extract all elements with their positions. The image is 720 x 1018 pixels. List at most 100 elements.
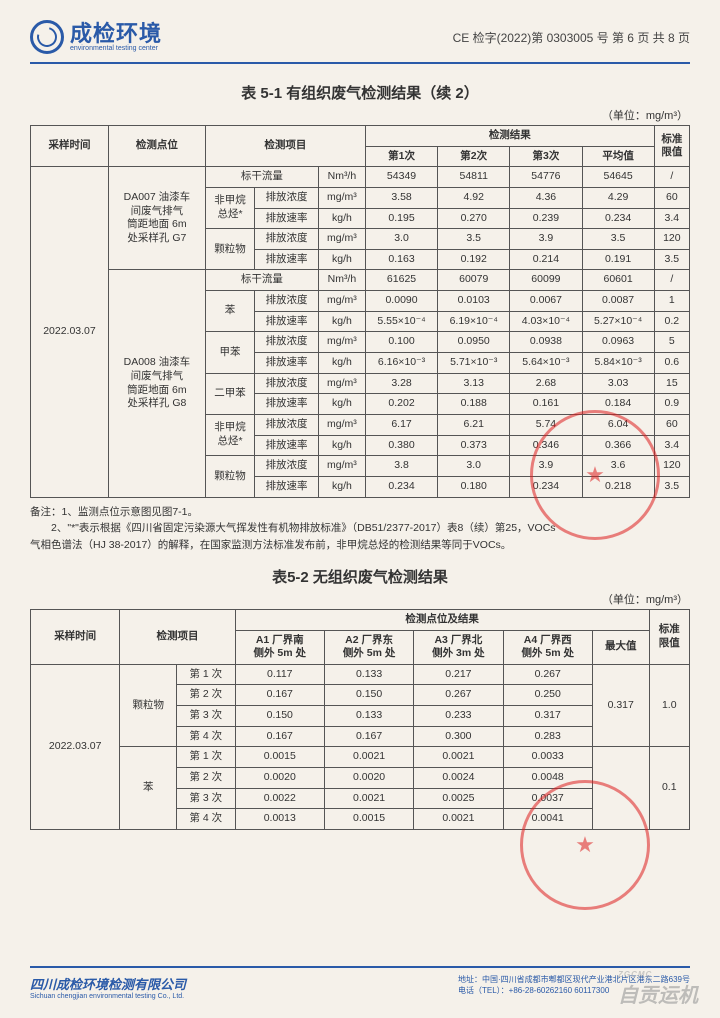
th-r1: 第1次 <box>365 146 437 167</box>
table-cell: 5.84×10⁻³ <box>582 353 654 374</box>
table-cell: 0.346 <box>510 435 582 456</box>
th-loc: 检测点位 <box>108 126 205 167</box>
cell-unit: mg/m³ <box>318 373 365 394</box>
table-cell: / <box>654 167 689 188</box>
table-cell: 120 <box>654 456 689 477</box>
table-cell: 0.0090 <box>365 291 437 312</box>
table-cell: 5.64×10⁻³ <box>510 353 582 374</box>
table-cell: 4.03×10⁻⁴ <box>510 311 582 332</box>
table-cell: 6.19×10⁻⁴ <box>438 311 510 332</box>
table-cell: 0.267 <box>414 685 503 706</box>
table-cell: 0.0015 <box>324 809 413 830</box>
table-cell: 0.133 <box>324 706 413 727</box>
table-cell: 3.4 <box>654 435 689 456</box>
table-cell: 3.13 <box>438 373 510 394</box>
cell-max: 0.317 <box>592 664 649 747</box>
cell-run: 第 4 次 <box>177 809 236 830</box>
cell-run: 第 3 次 <box>177 706 236 727</box>
table-cell: 0.150 <box>324 685 413 706</box>
table-cell: 2.68 <box>510 373 582 394</box>
cell-item: 非甲烷 总烃* <box>205 187 254 228</box>
table-cell: 0.218 <box>582 476 654 497</box>
table-cell: 60079 <box>438 270 510 291</box>
cell-item: 颗粒物 <box>120 664 177 747</box>
table-cell: 0.0021 <box>414 747 503 768</box>
cell-unit: kg/h <box>318 311 365 332</box>
th-a2: A2 厂界东 侧外 5m 处 <box>324 630 413 664</box>
cell-unit: mg/m³ <box>318 414 365 435</box>
th-r2: 第2次 <box>438 146 510 167</box>
document-id: CE 检字(2022)第 0303005 号 第 6 页 共 8 页 <box>453 29 690 46</box>
table-cell: 60601 <box>582 270 654 291</box>
cell-sub: 排放速率 <box>255 249 319 270</box>
cell-item: 标干流量 <box>205 270 318 291</box>
cell-sub: 排放速率 <box>255 208 319 229</box>
table-cell: 5.27×10⁻⁴ <box>582 311 654 332</box>
notes-block: 备注：1、监测点位示意图见图7-1。 2、"*"表示根据《四川省固定污染源大气挥… <box>30 504 690 554</box>
table-cell: 5.74 <box>510 414 582 435</box>
table-cell: 0.184 <box>582 394 654 415</box>
table-cell: 0.0020 <box>235 768 324 789</box>
cell-item: 标干流量 <box>205 167 318 188</box>
table-cell: 0.0103 <box>438 291 510 312</box>
cell-max <box>592 747 649 830</box>
page-footer: 四川成检环境检测有限公司 Sichuan chengjian environme… <box>30 966 690 1000</box>
logo-text-en: environmental testing center <box>70 45 162 52</box>
cell-unit: kg/h <box>318 394 365 415</box>
table-cell: 3.4 <box>654 208 689 229</box>
table-cell: 0.0024 <box>414 768 503 789</box>
footer-company-cn: 四川成检环境检测有限公司 <box>30 974 186 993</box>
table-cell: 54645 <box>582 167 654 188</box>
table1: 采样时间 检测点位 检测项目 检测结果 标准 限值 第1次 第2次 第3次 平均… <box>30 125 690 498</box>
cell-sub: 排放浓度 <box>255 291 319 312</box>
cell-loc2: DA008 油漆车 间废气排气 筒距地面 6m 处采样孔 G8 <box>108 270 205 497</box>
table-cell: 5.71×10⁻³ <box>438 353 510 374</box>
cell-item: 苯 <box>205 291 254 332</box>
table-cell: 54811 <box>438 167 510 188</box>
table-cell: 3.03 <box>582 373 654 394</box>
table-cell: / <box>654 270 689 291</box>
table-cell: 3.6 <box>582 456 654 477</box>
cell-date: 2022.03.07 <box>31 664 120 829</box>
table-cell: 3.9 <box>510 456 582 477</box>
table-cell: 4.36 <box>510 187 582 208</box>
table-cell: 0.0013 <box>235 809 324 830</box>
table-cell: 0.117 <box>235 664 324 685</box>
table2-title: 表5-2 无组织废气检测结果 <box>30 566 690 587</box>
table-cell: 0.0021 <box>324 747 413 768</box>
cell-unit: mg/m³ <box>318 229 365 250</box>
table-cell: 0.300 <box>414 726 503 747</box>
logo-block: 成检环境 environmental testing center <box>30 20 162 54</box>
cell-sub: 排放浓度 <box>255 187 319 208</box>
table-cell: 54349 <box>365 167 437 188</box>
th-item: 检测项目 <box>120 609 235 664</box>
table-cell: 0.161 <box>510 394 582 415</box>
cell-item: 颗粒物 <box>205 229 254 270</box>
table-cell: 6.16×10⁻³ <box>365 353 437 374</box>
th-a1: A1 厂界南 侧外 5m 处 <box>235 630 324 664</box>
table-cell: 1 <box>654 291 689 312</box>
th-results: 检测点位及结果 <box>235 609 649 630</box>
cell-item: 二甲苯 <box>205 373 254 414</box>
th-r3: 第3次 <box>510 146 582 167</box>
th-time: 采样时间 <box>31 126 109 167</box>
table-cell: 3.5 <box>654 249 689 270</box>
cell-sub: 排放浓度 <box>255 229 319 250</box>
th-item: 检测项目 <box>205 126 365 167</box>
table-cell: 0.0022 <box>235 788 324 809</box>
table-cell: 3.5 <box>438 229 510 250</box>
cell-unit: kg/h <box>318 249 365 270</box>
cell-limit: 1.0 <box>649 664 689 747</box>
th-result: 检测结果 <box>365 126 654 147</box>
cell-sub: 排放浓度 <box>255 373 319 394</box>
table-cell: 3.28 <box>365 373 437 394</box>
watermark: ZGCMC 自贡运机 <box>618 970 698 1008</box>
table-cell: 0.373 <box>438 435 510 456</box>
table-cell: 0.0048 <box>503 768 592 789</box>
table-cell: 5.55×10⁻⁴ <box>365 311 437 332</box>
table-cell: 0.0067 <box>510 291 582 312</box>
cell-unit: Nm³/h <box>318 270 365 291</box>
watermark-en: ZGCMC <box>618 970 698 979</box>
table-cell: 0.270 <box>438 208 510 229</box>
table-cell: 0.217 <box>414 664 503 685</box>
